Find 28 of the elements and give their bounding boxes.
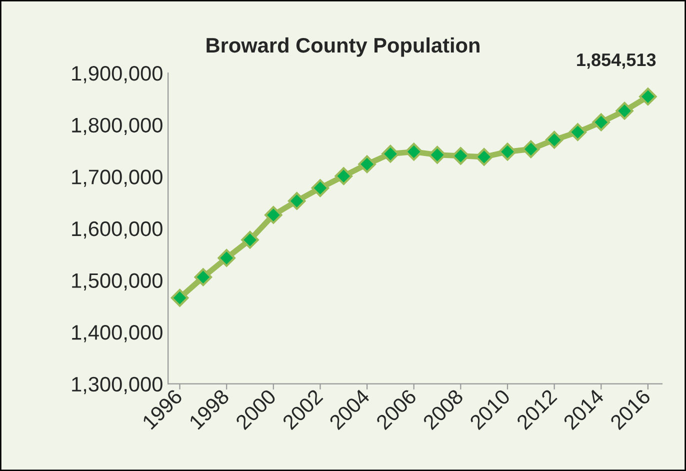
point: [170, 288, 189, 307]
y-tick-label: 1,400,000: [72, 325, 162, 342]
point: [218, 249, 236, 267]
point: [498, 142, 516, 161]
y-tick-label: 1,700,000: [72, 170, 162, 187]
y-tick-label: 1,900,000: [72, 66, 162, 84]
point: [334, 167, 353, 186]
point: [639, 88, 657, 106]
point: [194, 268, 212, 286]
y-tick-label: 1,600,000: [72, 221, 162, 239]
point: [428, 146, 446, 164]
point: [616, 102, 634, 120]
point: [568, 123, 587, 141]
point: [311, 179, 330, 197]
point: [358, 155, 376, 174]
point: [264, 206, 282, 224]
point: [592, 113, 610, 132]
y-tick-label: 1,500,000: [72, 273, 162, 290]
chart-title: Broward County Population: [206, 37, 480, 57]
point: [475, 148, 493, 166]
point: [288, 192, 306, 210]
point: [382, 144, 400, 163]
point: [404, 142, 423, 161]
point: [522, 140, 540, 158]
y-tick-label: 1,800,000: [72, 118, 162, 136]
point: [545, 130, 564, 149]
point: [241, 230, 259, 249]
annotation: 1,854,513: [577, 53, 656, 69]
